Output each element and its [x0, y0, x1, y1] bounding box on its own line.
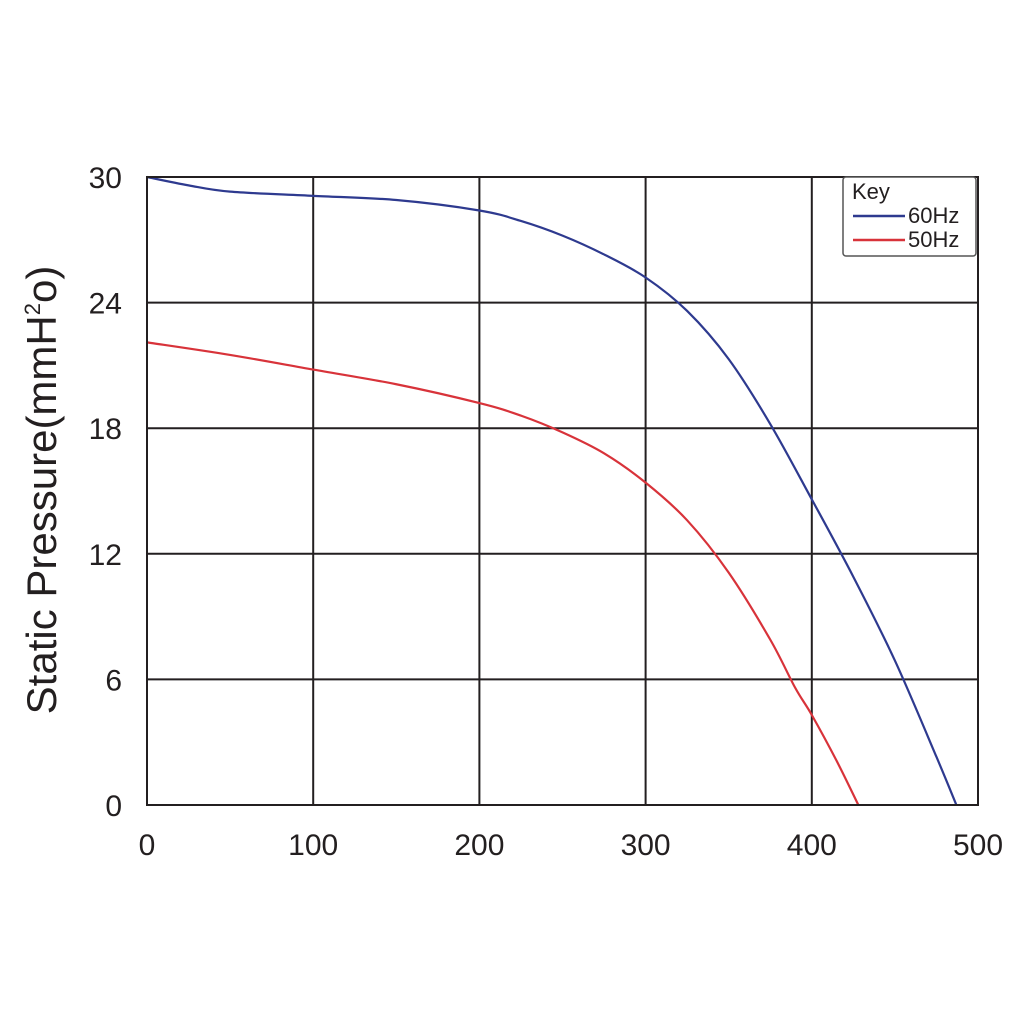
- x-tick-label-1: 100: [288, 829, 338, 862]
- series-line-50hz: [146, 341, 860, 806]
- x-tick-label-2: 200: [454, 829, 504, 862]
- grid-lines: [146, 176, 979, 806]
- y-axis-label-tail: o): [18, 266, 65, 303]
- series-line-60hz: [146, 175, 958, 806]
- y-tick-label-1: 6: [105, 664, 122, 697]
- legend-box: [842, 176, 977, 257]
- y-axis-label-main: Static Pressure(mmH: [18, 315, 65, 714]
- plot-frame: [146, 176, 979, 806]
- series-curves: [146, 175, 958, 806]
- y-tick-label-5: 30: [89, 162, 122, 195]
- x-tick-label-3: 300: [621, 829, 671, 862]
- legend-label-50hz: 50Hz: [908, 227, 959, 252]
- y-axis-label: Static Pressure(mmH2o): [18, 266, 65, 715]
- legend-label-60hz: 60Hz: [908, 203, 959, 228]
- y-tick-label-0: 0: [105, 790, 122, 823]
- y-tick-label-2: 12: [89, 539, 122, 572]
- y-tick-label-4: 24: [89, 288, 122, 321]
- x-tick-label-0: 0: [139, 829, 156, 862]
- x-tick-label-4: 400: [787, 829, 837, 862]
- y-axis-label-superscript: 2: [20, 303, 45, 315]
- x-tick-label-5: 500: [953, 829, 1003, 862]
- legend-title: Key: [852, 179, 890, 204]
- y-tick-label-3: 18: [89, 413, 122, 446]
- tick-labels: 0 100 200 300 400 500 0 6 12 18 24 30: [89, 162, 1003, 862]
- legend: Key 60Hz 50Hz: [842, 176, 977, 257]
